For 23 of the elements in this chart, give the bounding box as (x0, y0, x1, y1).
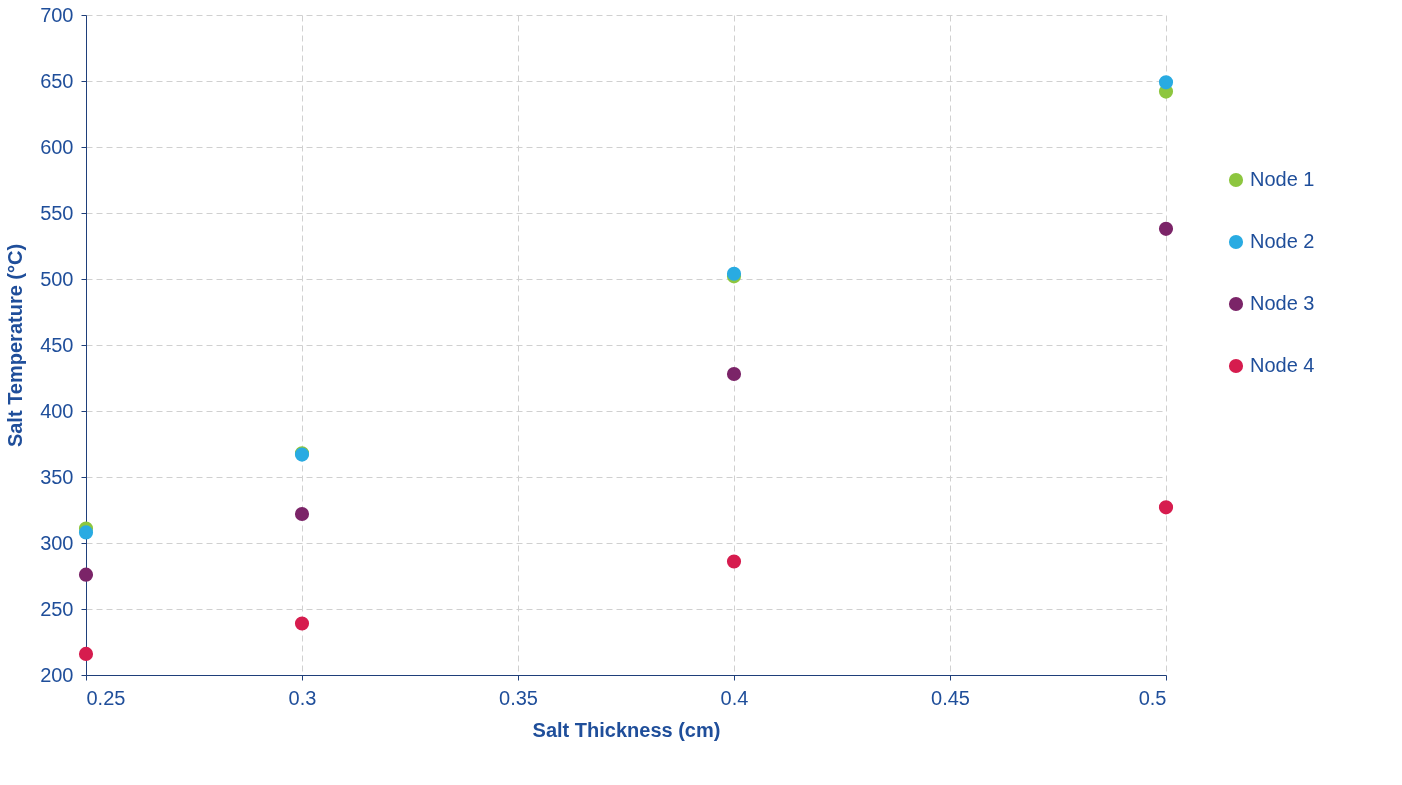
y-tick-label: 700 (40, 3, 74, 26)
y-tick-label: 550 (40, 201, 74, 224)
x-tick-label: 0.4 (720, 686, 749, 709)
x-tick-label: 0.45 (931, 686, 970, 709)
legend-label: Node 1 (1250, 168, 1315, 190)
y-tick-label: 450 (40, 333, 74, 356)
y-tick-label: 350 (40, 465, 74, 488)
x-tick-label: 0.35 (499, 686, 538, 709)
legend-label: Node 3 (1250, 292, 1315, 314)
legend-label: Node 4 (1250, 354, 1315, 376)
y-tick-label: 600 (40, 135, 74, 158)
y-tick-label: 650 (40, 69, 74, 92)
y-tick-label: 400 (40, 399, 74, 422)
y-tick-label: 500 (40, 267, 74, 290)
y-tick-label: 200 (40, 663, 74, 686)
y-axis-title: Salt Temperature (°C) (4, 243, 27, 448)
x-tick-label: 0.25 (86, 686, 126, 709)
legend-label: Node 2 (1250, 230, 1315, 252)
x-axis-title: Salt Thickness (cm) (532, 718, 721, 741)
y-tick-label: 300 (40, 531, 74, 554)
y-tick-label: 250 (40, 597, 74, 620)
x-tick-label: 0.5 (1138, 686, 1167, 709)
x-tick-label: 0.3 (288, 686, 317, 709)
